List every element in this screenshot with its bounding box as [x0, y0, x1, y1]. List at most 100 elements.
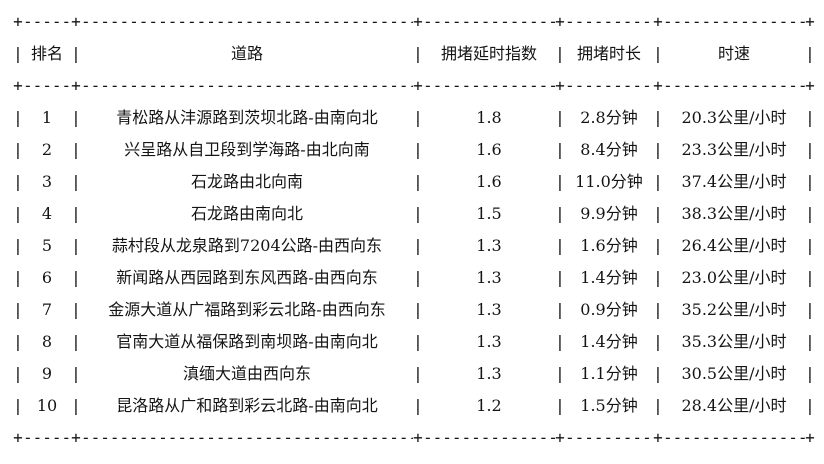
- cell-congestion-index: 1.3: [476, 332, 502, 351]
- cell-congestion-duration: 9.9分钟: [580, 204, 638, 223]
- cell-road: 金源大道从广福路到彩云北路-由西向东: [108, 300, 386, 319]
- cell-rank: 10: [36, 396, 58, 415]
- col-header-road: 道路: [230, 44, 263, 63]
- border-corner: +: [653, 76, 663, 95]
- cell-speed: 23.0公里/小时: [681, 268, 787, 287]
- cell-road: 石龙路由北向南: [190, 172, 303, 191]
- column-separator: |: [653, 204, 663, 223]
- column-separator: |: [805, 268, 815, 287]
- column-separator: |: [555, 332, 565, 351]
- column-separator: |: [555, 396, 565, 415]
- column-separator: |: [653, 300, 663, 319]
- column-separator: |: [653, 44, 663, 63]
- border-dash-rank: ------: [23, 76, 71, 95]
- cell-congestion-duration: 0.9分钟: [580, 300, 638, 319]
- cell-speed: 30.5公里/小时: [681, 364, 787, 383]
- cell-rank: 8: [41, 332, 53, 351]
- column-separator: |: [555, 236, 565, 255]
- column-separator: |: [805, 300, 815, 319]
- column-separator: |: [71, 140, 81, 159]
- cell-rank: 9: [41, 364, 53, 383]
- cell-rank: 1: [41, 108, 53, 127]
- column-separator: |: [13, 108, 23, 127]
- table-header-row: | 排名 | 道路 | 拥堵延时指数 | 拥堵时长 | 时速 |: [13, 38, 824, 70]
- table-row: | 1 | 青松路从沣源路到茨坝北路-由南向北 | 1.8 | 2.8分钟 | …: [13, 102, 824, 134]
- column-separator: |: [413, 396, 423, 415]
- column-separator: |: [413, 44, 423, 63]
- cell-speed: 35.2公里/小时: [681, 300, 787, 319]
- column-separator: |: [13, 172, 23, 191]
- cell-road: 昆洛路从广和路到彩云北路-由南向北: [116, 396, 378, 415]
- column-separator: |: [805, 204, 815, 223]
- column-separator: |: [413, 108, 423, 127]
- cell-speed: 28.4公里/小时: [681, 396, 787, 415]
- col-header-speed: 时速: [717, 44, 750, 63]
- column-separator: |: [413, 172, 423, 191]
- border-dash-duration: ----------: [565, 428, 653, 447]
- border-corner: +: [805, 76, 815, 95]
- column-separator: |: [71, 268, 81, 287]
- cell-road: 兴呈路从自卫段到学海路-由北向南: [124, 140, 370, 159]
- table-border-top: + ------ + -----------------------------…: [13, 6, 824, 38]
- column-separator: |: [71, 108, 81, 127]
- column-separator: |: [413, 236, 423, 255]
- cell-road: 蒜村段从龙泉路到7204公路-由西向东: [111, 236, 383, 255]
- column-separator: |: [653, 172, 663, 191]
- table-row: | 8 | 官南大道从福保路到南坝路-由南向北 | 1.3 | 1.4分钟 | …: [13, 326, 824, 358]
- column-separator: |: [555, 44, 565, 63]
- column-separator: |: [555, 204, 565, 223]
- col-header-rank: 排名: [30, 44, 63, 63]
- column-separator: |: [653, 396, 663, 415]
- cell-speed: 38.3公里/小时: [681, 204, 787, 223]
- column-separator: |: [805, 108, 815, 127]
- border-corner: +: [805, 428, 815, 447]
- column-separator: |: [13, 140, 23, 159]
- congestion-ranking-table: + ------ + -----------------------------…: [13, 6, 824, 454]
- column-separator: |: [653, 140, 663, 159]
- table-row: | 7 | 金源大道从广福路到彩云北路-由西向东 | 1.3 | 0.9分钟 |…: [13, 294, 824, 326]
- cell-congestion-index: 1.6: [476, 140, 502, 159]
- column-separator: |: [71, 396, 81, 415]
- cell-road: 滇缅大道由西向东: [182, 364, 311, 383]
- table-row: | 3 | 石龙路由北向南 | 1.6 | 11.0分钟 | 37.4公里/小时…: [13, 166, 824, 198]
- column-separator: |: [555, 300, 565, 319]
- cell-speed: 35.3公里/小时: [681, 332, 787, 351]
- column-separator: |: [805, 44, 815, 63]
- border-corner: +: [413, 12, 423, 31]
- border-corner: +: [653, 12, 663, 31]
- cell-congestion-duration: 1.5分钟: [580, 396, 638, 415]
- column-separator: |: [413, 332, 423, 351]
- border-dash-rank: ------: [23, 428, 71, 447]
- table-border-bottom: + ------ + -----------------------------…: [13, 422, 824, 454]
- column-separator: |: [71, 332, 81, 351]
- cell-congestion-index: 1.3: [476, 364, 502, 383]
- column-separator: |: [13, 236, 23, 255]
- cell-rank: 3: [41, 172, 53, 191]
- column-separator: |: [71, 172, 81, 191]
- border-corner: +: [13, 12, 23, 31]
- table-row: | 9 | 滇缅大道由西向东 | 1.3 | 1.1分钟 | 30.5公里/小时…: [13, 358, 824, 390]
- column-separator: |: [413, 268, 423, 287]
- border-corner: +: [413, 76, 423, 95]
- column-separator: |: [13, 396, 23, 415]
- border-dash-duration: ----------: [565, 12, 653, 31]
- cell-congestion-duration: 2.8分钟: [580, 108, 638, 127]
- column-separator: |: [13, 204, 23, 223]
- column-separator: |: [805, 172, 815, 191]
- border-corner: +: [555, 76, 565, 95]
- table-row: | 5 | 蒜村段从龙泉路到7204公路-由西向东 | 1.3 | 1.6分钟 …: [13, 230, 824, 262]
- table-border-middle: + ------ + -----------------------------…: [13, 70, 824, 102]
- cell-congestion-index: 1.8: [476, 108, 502, 127]
- border-dash-rank: ------: [23, 12, 71, 31]
- cell-congestion-index: 1.3: [476, 300, 502, 319]
- cell-road: 新闻路从西园路到东风西路-由西向东: [116, 268, 378, 287]
- column-separator: |: [71, 364, 81, 383]
- column-separator: |: [653, 236, 663, 255]
- column-separator: |: [71, 236, 81, 255]
- column-separator: |: [653, 364, 663, 383]
- column-separator: |: [555, 172, 565, 191]
- column-separator: |: [13, 44, 23, 63]
- cell-rank: 2: [41, 140, 53, 159]
- cell-congestion-index: 1.5: [476, 204, 502, 223]
- cell-rank: 7: [41, 300, 53, 319]
